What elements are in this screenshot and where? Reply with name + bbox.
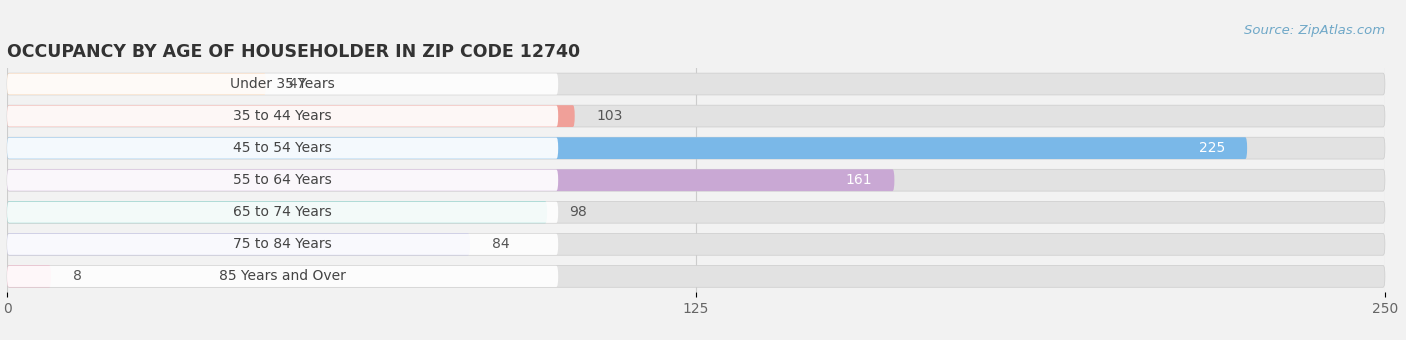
Text: OCCUPANCY BY AGE OF HOUSEHOLDER IN ZIP CODE 12740: OCCUPANCY BY AGE OF HOUSEHOLDER IN ZIP C… [7, 43, 581, 61]
FancyBboxPatch shape [7, 169, 894, 191]
FancyBboxPatch shape [7, 137, 1247, 159]
FancyBboxPatch shape [7, 105, 1385, 127]
FancyBboxPatch shape [7, 138, 558, 159]
Text: 75 to 84 Years: 75 to 84 Years [233, 237, 332, 251]
FancyBboxPatch shape [7, 266, 558, 287]
FancyBboxPatch shape [7, 234, 470, 255]
Text: 47: 47 [288, 77, 305, 91]
FancyBboxPatch shape [7, 170, 558, 191]
Text: 84: 84 [492, 237, 509, 251]
Text: 65 to 74 Years: 65 to 74 Years [233, 205, 332, 219]
FancyBboxPatch shape [7, 234, 558, 255]
Text: 98: 98 [569, 205, 586, 219]
Text: 85 Years and Over: 85 Years and Over [219, 269, 346, 283]
Text: 35 to 44 Years: 35 to 44 Years [233, 109, 332, 123]
Text: 225: 225 [1199, 141, 1225, 155]
FancyBboxPatch shape [7, 234, 1385, 255]
Text: Source: ZipAtlas.com: Source: ZipAtlas.com [1244, 24, 1385, 37]
FancyBboxPatch shape [7, 105, 558, 127]
FancyBboxPatch shape [7, 105, 575, 127]
FancyBboxPatch shape [7, 266, 1385, 287]
Text: 45 to 54 Years: 45 to 54 Years [233, 141, 332, 155]
FancyBboxPatch shape [7, 73, 558, 95]
Text: Under 35 Years: Under 35 Years [231, 77, 335, 91]
FancyBboxPatch shape [7, 266, 51, 287]
Text: 103: 103 [596, 109, 623, 123]
Text: 8: 8 [73, 269, 82, 283]
FancyBboxPatch shape [7, 73, 1385, 95]
FancyBboxPatch shape [7, 202, 558, 223]
FancyBboxPatch shape [7, 137, 1385, 159]
FancyBboxPatch shape [7, 201, 1385, 223]
Text: 55 to 64 Years: 55 to 64 Years [233, 173, 332, 187]
Text: 161: 161 [846, 173, 872, 187]
FancyBboxPatch shape [7, 169, 1385, 191]
FancyBboxPatch shape [7, 73, 266, 95]
FancyBboxPatch shape [7, 201, 547, 223]
